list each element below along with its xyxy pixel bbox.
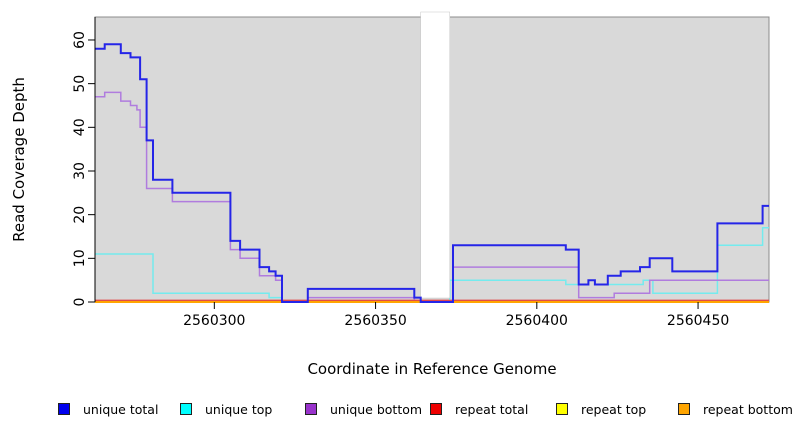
no-data-gap-band (420, 11, 450, 299)
legend-swatch-repeat-top (556, 403, 568, 415)
x-tick-label: 2560400 (506, 313, 568, 329)
y-tick-label: 50 (72, 75, 88, 93)
y-tick-label: 60 (72, 31, 88, 49)
legend-label: repeat bottom (703, 401, 792, 417)
legend-swatch-unique-bottom (305, 403, 317, 415)
legend-item-repeat-top: repeat top (556, 399, 646, 419)
series-unique-total-line (95, 43, 769, 303)
y-axis-title: Read Coverage Depth (10, 77, 28, 242)
y-tick-label: 20 (72, 206, 88, 224)
legend-item-unique-total: unique total (58, 399, 158, 419)
y-tick-label: 30 (72, 162, 88, 180)
legend-label: unique bottom (330, 401, 423, 417)
legend-swatch-unique-total (58, 403, 70, 415)
y-tick-label: 0 (72, 298, 88, 307)
x-axis-title: Coordinate in Reference Genome (307, 360, 556, 378)
legend-swatch-repeat-bottom (678, 403, 690, 415)
legend-item-repeat-bottom: repeat bottom (678, 399, 792, 419)
legend-item-unique-bottom: unique bottom (305, 399, 422, 419)
series-lines (95, 11, 769, 303)
series-unique-bottom-line (95, 91, 769, 303)
x-tick-label: 2560300 (183, 313, 245, 329)
legend-item-repeat-total: repeat total (430, 399, 528, 419)
x-tick-label: 2560450 (667, 313, 729, 329)
y-tick-label: 40 (72, 118, 88, 136)
y-tick-label: 10 (72, 249, 88, 267)
legend-label: unique total (83, 401, 159, 417)
legend-item-unique-top: unique top (180, 399, 272, 419)
legend-swatch-unique-top (180, 403, 192, 415)
legend: unique total unique top unique bottom repea… (0, 399, 792, 423)
x-tick-label: 2560350 (344, 313, 406, 329)
legend-label: repeat top (581, 401, 647, 417)
axes-and-ticks: 0 10 20 30 40 50 60 2560300 2560350 2560400 256045… (72, 17, 729, 329)
legend-label: repeat total (455, 401, 529, 417)
legend-swatch-repeat-total (430, 403, 442, 415)
legend-label: unique top (205, 401, 273, 417)
